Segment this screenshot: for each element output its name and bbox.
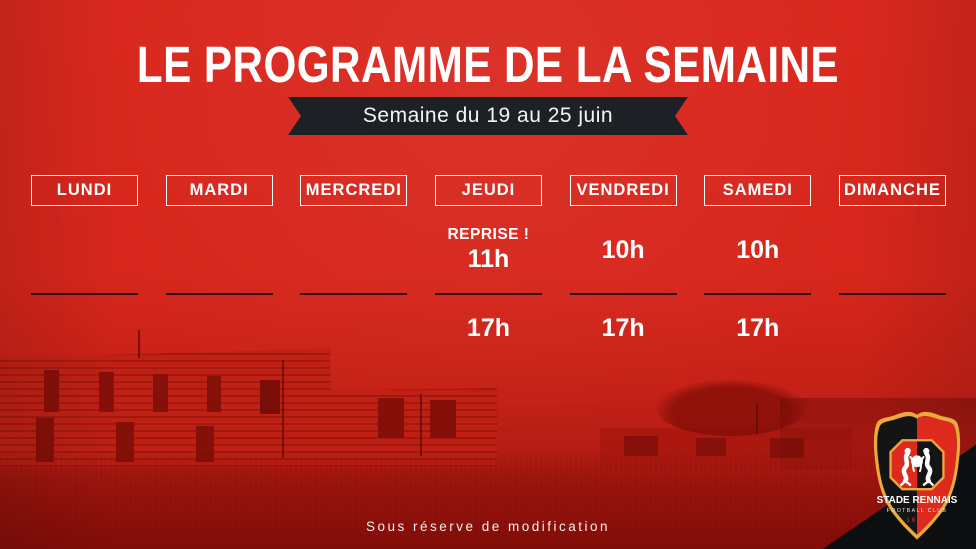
divider-line xyxy=(704,293,812,295)
morning-slot: REPRISE ! 11h xyxy=(435,206,542,293)
crest-club-subtitle: FOOTBALL CLUB xyxy=(887,508,948,514)
afternoon-time: 17h xyxy=(736,313,780,342)
day-column-jeudi: JEUDI REPRISE ! 11h 17h xyxy=(434,175,542,361)
week-range-label: Semaine du 19 au 25 juin xyxy=(362,104,614,127)
crest-octagon xyxy=(889,439,945,491)
afternoon-time: 17h xyxy=(466,313,511,342)
afternoon-time: 17h xyxy=(601,313,645,342)
divider-line xyxy=(300,293,408,295)
afternoon-slot xyxy=(166,295,273,361)
day-header: LUNDI xyxy=(31,175,138,206)
day-header: SAMEDI xyxy=(704,175,812,206)
day-header: DIMANCHE xyxy=(838,175,946,206)
day-label: DIMANCHE xyxy=(843,181,941,199)
flagpole xyxy=(420,394,422,456)
afternoon-slot xyxy=(300,295,407,361)
day-label: MERCREDI xyxy=(305,181,402,199)
stade-rennais-crest-logo: STADE RENNAIS FOOTBALL CLUB 1901 xyxy=(873,411,961,540)
day-column-mardi: MARDI xyxy=(165,175,273,361)
day-header: MERCREDI xyxy=(300,175,408,206)
crest-club-name: STADE RENNAIS xyxy=(877,495,958,506)
schedule-row: LUNDI MARDI xyxy=(31,175,946,361)
divider-line xyxy=(434,293,542,295)
morning-time: 11h xyxy=(467,244,510,273)
morning-slot: 10h xyxy=(570,206,677,293)
morning-time: 10h xyxy=(736,235,780,264)
divider-line xyxy=(838,293,946,295)
morning-slot xyxy=(166,206,273,293)
divider-line xyxy=(31,293,138,295)
day-label: VENDREDI xyxy=(576,181,670,199)
afternoon-slot: 17h xyxy=(435,295,542,361)
day-header: MARDI xyxy=(165,175,273,206)
divider-line xyxy=(569,293,677,295)
crest-club-year: 1901 xyxy=(906,518,927,524)
day-label: SAMEDI xyxy=(722,181,793,199)
flagpole xyxy=(756,404,758,434)
tree-silhouette xyxy=(656,380,806,436)
day-column-vendredi: VENDREDI 10h 17h xyxy=(569,175,677,361)
page-title-text: LE PROGRAMME DE LA SEMAINE xyxy=(136,37,840,94)
afternoon-slot xyxy=(31,295,138,361)
day-column-samedi: SAMEDI 10h 17h xyxy=(704,175,812,361)
morning-slot xyxy=(31,206,138,293)
page-title: LE PROGRAMME DE LA SEMAINE xyxy=(0,37,976,94)
afternoon-slot: 17h xyxy=(570,295,677,361)
week-ribbon: Semaine du 19 au 25 juin xyxy=(288,97,688,135)
day-column-mercredi: MERCREDI xyxy=(300,175,408,361)
morning-time: 10h xyxy=(601,235,645,264)
disclaimer-text: Sous réserve de modification xyxy=(365,519,611,534)
day-label: LUNDI xyxy=(56,181,113,199)
morning-slot xyxy=(839,206,946,293)
day-header: VENDREDI xyxy=(569,175,677,206)
day-label: MARDI xyxy=(189,181,249,199)
crest-center-circle xyxy=(911,455,923,468)
morning-note: REPRISE ! xyxy=(447,225,530,243)
day-label: JEUDI xyxy=(461,181,516,199)
divider-line xyxy=(165,293,273,295)
morning-slot xyxy=(300,206,407,293)
day-column-dimanche: DIMANCHE xyxy=(838,175,946,361)
morning-slot: 10h xyxy=(704,206,811,293)
flagpole xyxy=(282,360,284,458)
afternoon-slot: 17h xyxy=(704,295,811,361)
grass-foreground xyxy=(0,452,976,549)
day-column-lundi: LUNDI xyxy=(31,175,138,361)
afternoon-slot xyxy=(839,295,946,361)
building-silhouette-left xyxy=(0,348,497,466)
building-silhouette-right xyxy=(600,428,852,470)
day-header: JEUDI xyxy=(434,175,542,206)
